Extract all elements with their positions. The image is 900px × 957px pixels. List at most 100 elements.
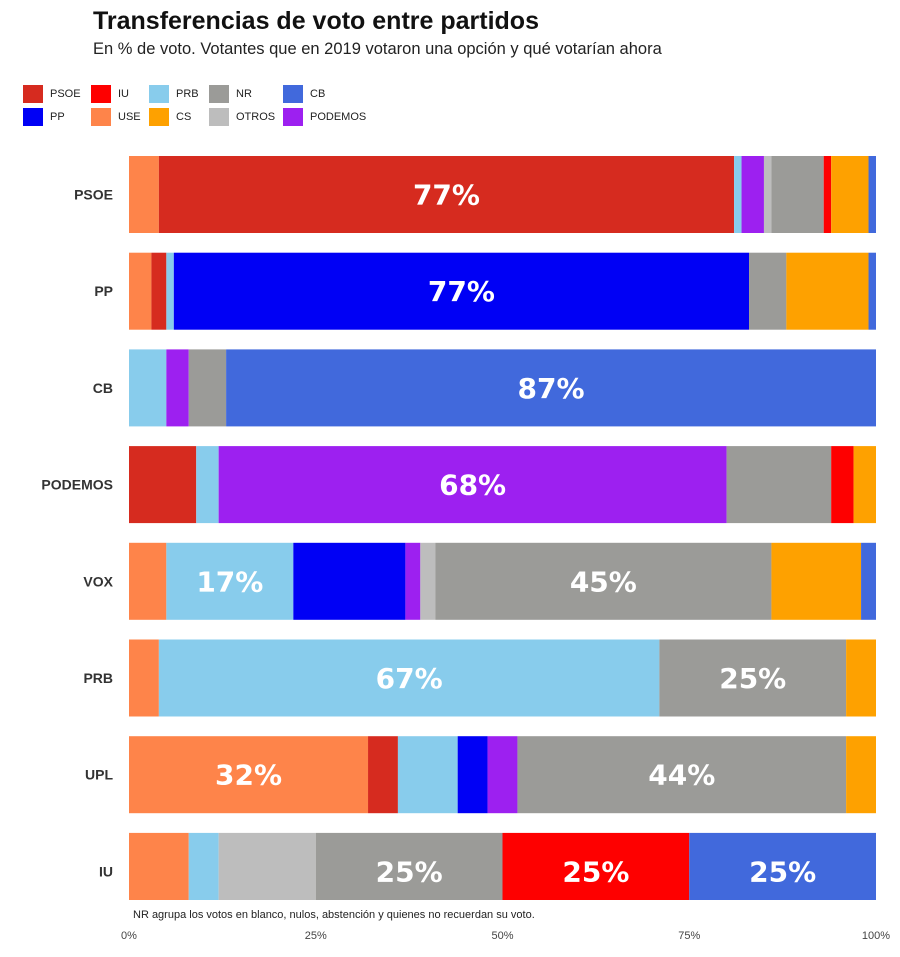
- data-label-cb-cb: 87%: [518, 372, 585, 405]
- chart-note: NR agrupa los votos en blanco, nulos, ab…: [133, 909, 535, 921]
- data-label-upl-nr: 44%: [648, 759, 715, 792]
- bar-segment-upl-psoe: [368, 736, 398, 814]
- legend-label: PRB: [176, 88, 199, 100]
- bar-segment-cb-nr: [188, 349, 227, 427]
- legend-item-pp: PP: [23, 108, 65, 126]
- bar-segment-upl-podemos: [487, 736, 518, 814]
- legend-label: CS: [176, 111, 192, 123]
- bar-segment-pp-nr: [749, 252, 787, 330]
- bar-segment-pp-psoe: [151, 252, 167, 330]
- bar-segment-podemos-podemos: [218, 446, 727, 524]
- bar-segment-prb-nr: [659, 639, 847, 717]
- x-tick-label: 50%: [491, 930, 514, 942]
- category-label-upl: UPL: [85, 767, 113, 783]
- category-label-podemos: PODEMOS: [41, 477, 113, 493]
- bar-segment-prb-use: [129, 639, 159, 717]
- category-label-vox: VOX: [83, 573, 113, 589]
- data-label-vox-nr: 45%: [570, 565, 637, 598]
- bar-segment-iu-otros: [218, 832, 316, 900]
- bar-segment-iu-iu: [502, 832, 690, 900]
- legend-label: OTROS: [236, 111, 276, 123]
- legend-label: CB: [310, 88, 326, 100]
- bar-segment-iu-use: [129, 832, 189, 900]
- stacked-bar-chart: PSOE 77% PP 77% CB 87% PODEMOS 68% VOX 17% 45% PRB 6…: [41, 156, 877, 900]
- bar-segment-pp-prb: [166, 252, 174, 330]
- bar-segment-iu-nr: [315, 832, 503, 900]
- legend-swatch: [23, 85, 43, 103]
- bar-segment-cb-cb: [226, 349, 877, 427]
- legend-item-prb: PRB: [149, 85, 199, 103]
- legend-item-otros: OTROS: [209, 108, 275, 126]
- bar-segment-upl-prb: [397, 736, 458, 814]
- legend-item-cb: CB: [283, 85, 325, 103]
- legend-label: USE: [118, 111, 141, 123]
- bar-segment-cb-podemos: [166, 349, 189, 427]
- x-tick-label: 75%: [678, 930, 701, 942]
- bar-segment-vox-otros: [420, 542, 436, 620]
- bar-segment-vox-use: [129, 542, 167, 620]
- data-label-iu-nr: 25%: [376, 855, 443, 888]
- bar-segment-podemos-nr: [726, 446, 832, 524]
- bar-segment-pp-cb: [868, 252, 876, 330]
- bar-segment-psoe-nr: [771, 156, 824, 233]
- legend-item-nr: NR: [209, 85, 252, 103]
- category-label-psoe: PSOE: [74, 187, 113, 203]
- bar-segment-upl-cs: [846, 736, 876, 814]
- legend-swatch: [23, 108, 43, 126]
- bar-segment-podemos-iu: [831, 446, 854, 524]
- legend-label: IU: [118, 88, 129, 100]
- legend-label: NR: [236, 88, 252, 100]
- bar-segment-cb-prb: [129, 349, 167, 427]
- bar-segment-upl-pp: [457, 736, 488, 814]
- bar-segment-upl-use: [129, 736, 369, 814]
- data-label-pp-pp: 77%: [428, 275, 495, 308]
- legend-swatch: [91, 108, 111, 126]
- legend-label: PODEMOS: [310, 111, 367, 123]
- bar-segment-vox-cs: [771, 542, 862, 620]
- legend-item-use: USE: [91, 108, 141, 126]
- bar-segment-psoe-prb: [734, 156, 742, 233]
- bar-segment-prb-cs: [846, 639, 876, 717]
- legend-label: PSOE: [50, 88, 81, 100]
- bar-segment-psoe-use: [129, 156, 159, 233]
- data-label-iu-cb: 25%: [749, 855, 816, 888]
- data-label-prb-nr: 25%: [719, 662, 786, 695]
- bar-segment-prb-prb: [158, 639, 660, 717]
- bar-segment-podemos-prb: [196, 446, 219, 524]
- x-tick-label: 25%: [304, 930, 327, 942]
- category-label-cb: CB: [93, 380, 113, 396]
- legend-item-podemos: PODEMOS: [283, 108, 366, 126]
- legend-swatch: [283, 85, 303, 103]
- legend-label: PP: [50, 111, 65, 123]
- bar-segment-pp-use: [129, 252, 152, 330]
- data-label-psoe-psoe: 77%: [413, 179, 480, 212]
- bar-segment-iu-cb: [689, 832, 876, 900]
- bar-segment-psoe-podemos: [741, 156, 764, 233]
- legend-swatch: [209, 108, 229, 126]
- bar-segment-psoe-otros: [763, 156, 772, 233]
- legend-swatch: [91, 85, 111, 103]
- chart-title: Transferencias de voto entre partidos: [93, 7, 539, 35]
- bar-segment-vox-pp: [293, 542, 406, 620]
- legend-item-iu: IU: [91, 85, 129, 103]
- bar-segment-psoe-iu: [823, 156, 832, 233]
- legend-swatch: [149, 85, 169, 103]
- bar-segment-psoe-cb: [868, 156, 876, 233]
- bar-segment-vox-cb: [861, 542, 876, 620]
- category-label-pp: PP: [94, 283, 113, 299]
- data-label-upl-use: 32%: [215, 759, 282, 792]
- bar-segment-vox-prb: [166, 542, 294, 620]
- bar-segment-pp-pp: [173, 252, 750, 330]
- legend-item-psoe: PSOE: [23, 85, 81, 103]
- legend-swatch: [283, 108, 303, 126]
- x-tick-label: 100%: [861, 930, 891, 942]
- x-axis-ticks: 0% 25% 50% 75% 100%: [0, 930, 900, 950]
- category-label-prb: PRB: [83, 670, 113, 686]
- data-label-podemos-podemos: 68%: [439, 469, 506, 502]
- legend: PSOE IU PRB NR CB PP USE CS OTROS PODEMOS: [23, 85, 423, 129]
- bar-segment-iu-prb: [188, 832, 219, 900]
- bar-segment-vox-nr: [435, 542, 772, 620]
- legend-swatch: [149, 108, 169, 126]
- category-label-iu: IU: [99, 863, 113, 879]
- data-label-iu-iu: 25%: [562, 855, 629, 888]
